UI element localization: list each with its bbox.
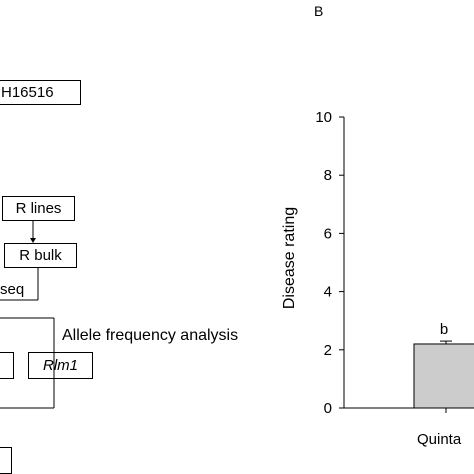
seq-text: seq [0, 281, 25, 298]
r-lines-box: R lines [2, 196, 75, 221]
bar-quinta [413, 343, 474, 409]
y-tick-label-0: 0 [324, 400, 332, 417]
left-cropped-box [0, 352, 14, 379]
y-axis-title: Disease rating [281, 206, 298, 310]
x-category-label-0: Quinta [417, 431, 462, 448]
r-bulk-label: R bulk [19, 247, 62, 264]
y-tick-label-10: 10 [315, 109, 332, 126]
r-bulk-box: R bulk [4, 243, 77, 268]
rlm1-box: Rlm1 [28, 352, 93, 379]
parent-line-label: H16516 [1, 84, 54, 101]
parent-line-box: H16516 [0, 80, 81, 105]
allele-frequency-text: Allele frequency analysis [62, 327, 239, 344]
panel-label-b: B [314, 3, 324, 19]
y-tick-label-2: 2 [324, 342, 332, 359]
significance-letter-0: b [440, 321, 448, 338]
r-lines-label: R lines [15, 200, 62, 217]
y-tick-label-8: 8 [324, 167, 332, 184]
rlm1-label: Rlm1 [42, 357, 78, 374]
y-tick-label-6: 6 [324, 225, 332, 242]
r-bulk-arrowhead [30, 238, 36, 243]
y-tick-label-4: 4 [324, 284, 332, 301]
